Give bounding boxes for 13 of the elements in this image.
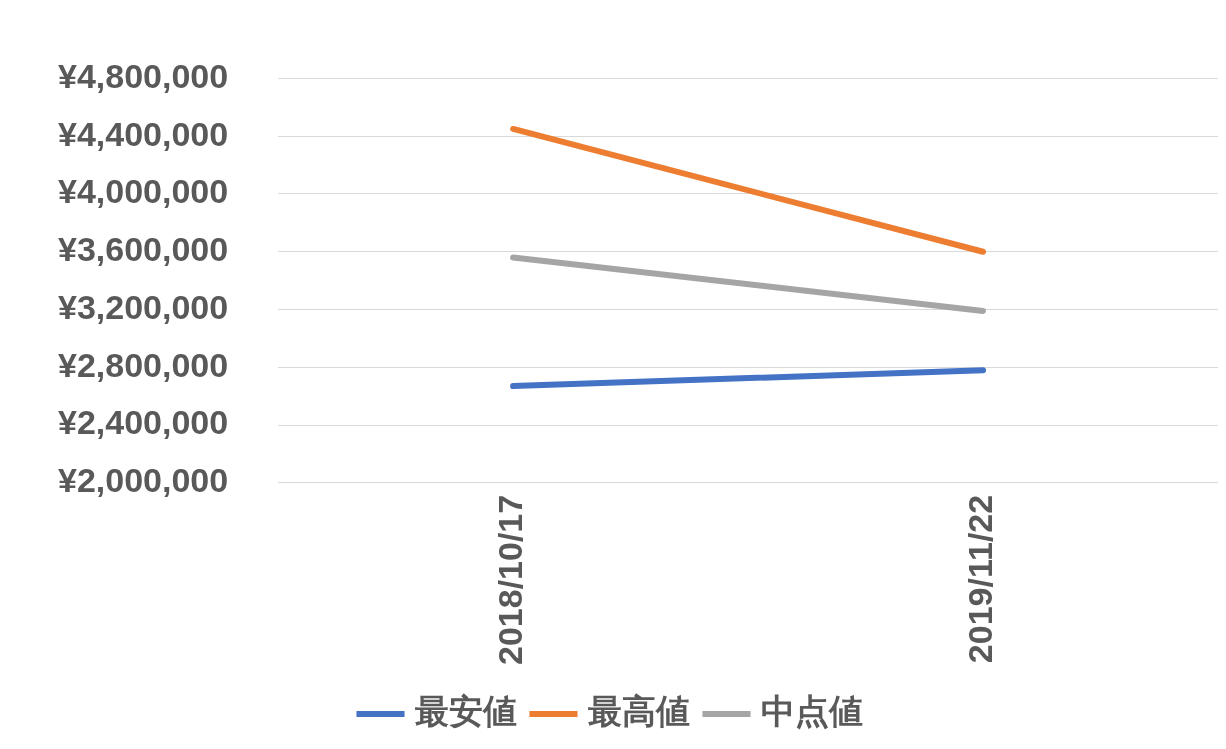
legend-label: 最高値 bbox=[587, 692, 690, 731]
legend-label: 中点値 bbox=[760, 692, 863, 731]
y-tick-label: ¥4,400,000 bbox=[57, 114, 229, 153]
x-tick-label: 2018/10/17 bbox=[491, 494, 530, 666]
y-tick-label: ¥4,000,000 bbox=[57, 172, 229, 211]
y-tick-label: ¥2,400,000 bbox=[57, 403, 229, 442]
y-tick-label: ¥3,200,000 bbox=[57, 287, 229, 326]
legend-label: 最安値 bbox=[414, 692, 517, 731]
y-tick-label: ¥2,800,000 bbox=[57, 345, 229, 384]
y-tick-label: ¥4,800,000 bbox=[57, 56, 229, 95]
y-tick-label: ¥3,600,000 bbox=[57, 230, 229, 269]
y-tick-label: ¥2,000,000 bbox=[57, 461, 229, 500]
x-tick-label: 2019/11/22 bbox=[961, 494, 1000, 664]
